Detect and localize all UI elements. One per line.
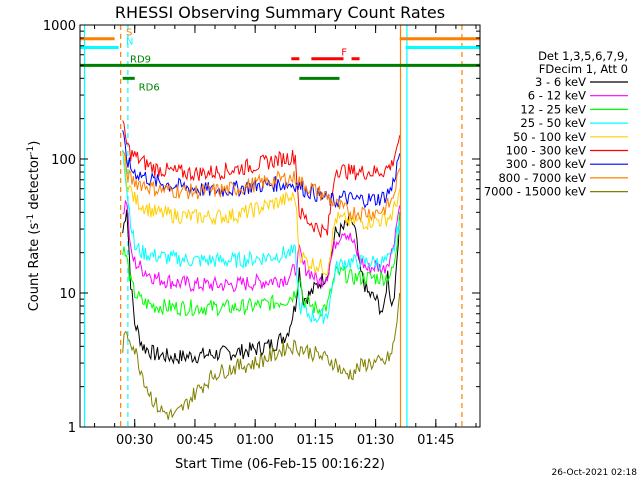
flag-label-3: RD9 [130,54,151,65]
series-line-7 [122,150,401,222]
series-line-0 [122,209,401,365]
legend-entry-5: 100 - 300 keV [506,144,586,158]
series-line-1 [122,199,401,293]
y-tick-label-1: 10 [59,287,76,302]
plot-frame [79,24,481,428]
flag-label-4: RD6 [139,82,160,93]
legend-entry-2: 12 - 25 keV [520,102,586,116]
series-line-6 [122,130,401,209]
legend-entry-4: 50 - 100 keV [513,130,586,144]
legend-entry-6: 300 - 800 keV [506,157,586,171]
x-tick-label-3: 01:15 [297,433,334,448]
legend-header-0: Det 1,3,5,6,7,9, [538,49,628,63]
legend-entry-1: 6 - 12 keV [528,89,586,103]
flag-label-1: N [126,36,133,47]
x-tick-label-2: 01:00 [236,433,273,448]
x-tick-label-5: 01:45 [417,433,454,448]
x-tick-label-1: 00:45 [176,433,213,448]
series-line-5 [122,120,401,238]
y-tick-label-3: 1000 [43,19,76,34]
x-tick-label-0: 00:30 [116,433,153,448]
flag-bars: SN F RD9 RD6 [80,28,480,93]
legend-entry-8: 7000 - 15000 keV [484,185,586,199]
legend-entry-0: 3 - 6 keV [535,75,586,89]
x-axis-label: Start Time (06-Feb-15 00:16:22) [175,457,385,472]
series-lines [122,120,401,420]
chart-title: RHESSI Observing Summary Count Rates [115,3,445,22]
legend-entry-3: 25 - 50 keV [520,116,586,130]
y-axis-label: Count Rate (s-1 detector-1) [26,141,42,312]
flag-label-0: S [126,28,132,39]
legend: Det 1,3,5,6,7,9,FDecim 1, Att 03 - 6 keV… [484,49,628,199]
series-line-4 [122,153,401,276]
flag-label-2: F [341,48,347,59]
series-line-2 [122,212,401,318]
date-stamp: 26-Oct-2021 02:18 [552,468,638,478]
y-tick-label-0: 1 [68,421,76,436]
axis-ticks: 00:30 00:45 01:00 01:15 01:30 01:45 1 10 100 1000 [43,19,480,448]
x-tick-label-4: 01:30 [357,433,394,448]
vertical-markers [83,25,463,427]
series-line-8 [122,292,401,420]
series-line-3 [122,149,401,324]
y-tick-label-2: 100 [51,153,76,168]
plot-area: SN F RD9 RD6 00:30 00:45 01:00 01:15 01:30 01:45… [43,19,481,448]
legend-header-1: FDecim 1, Att 0 [539,62,628,76]
legend-entry-7: 800 - 7000 keV [498,171,586,185]
